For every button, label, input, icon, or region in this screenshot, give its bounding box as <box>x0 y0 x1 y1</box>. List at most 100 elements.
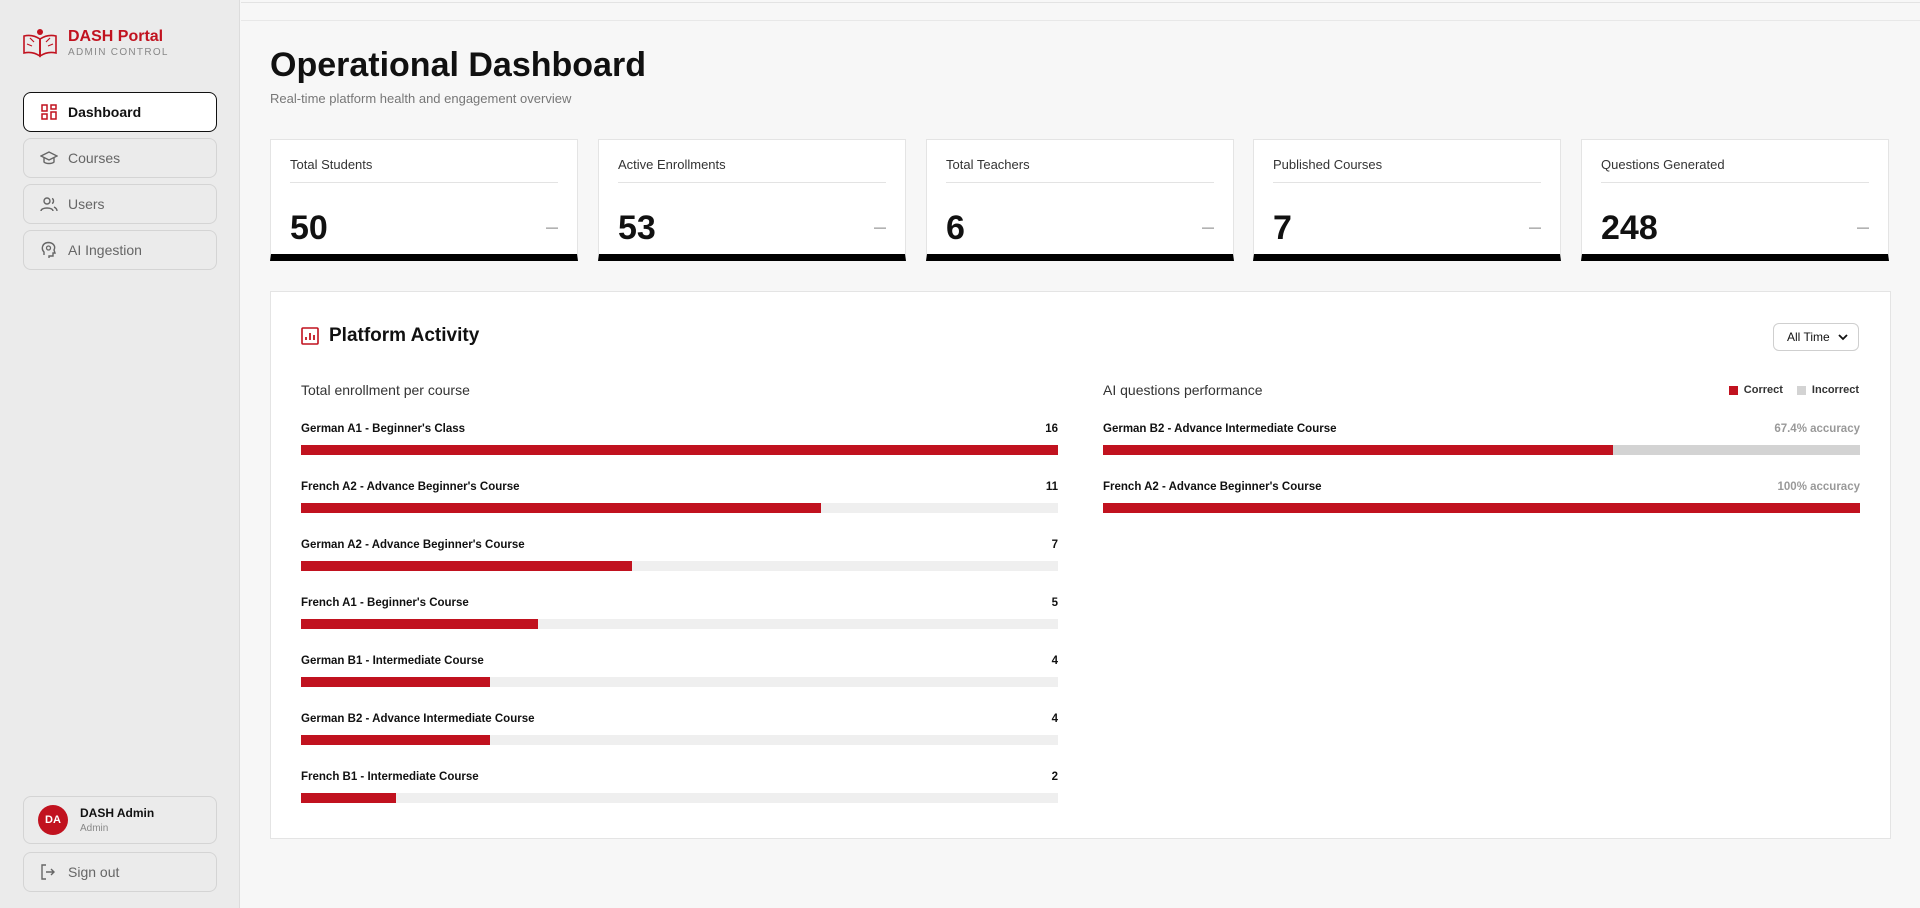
header-border <box>241 20 1920 21</box>
brand-subtitle: ADMIN CONTROL <box>68 47 169 58</box>
dashboard-grid-icon <box>40 103 58 121</box>
bar-label: German B1 - Intermediate Course <box>301 655 484 667</box>
book-logo-icon <box>23 29 57 58</box>
stat-label: Total Students <box>290 157 373 172</box>
bar-label: German B2 - Advance Intermediate Course <box>1103 423 1337 435</box>
sidebar-item-ai-ingestion[interactable]: AI Ingestion <box>23 230 217 270</box>
bar-value: 5 <box>1051 597 1058 609</box>
bar-fill-correct <box>1103 503 1860 513</box>
bar-fill <box>301 619 538 629</box>
enrollment-bar-row: German B1 - Intermediate Course 4 <box>301 655 1058 689</box>
bar-value: 7 <box>1051 539 1058 551</box>
bar-track <box>301 619 1058 629</box>
stat-card-published-courses: Published Courses 7 — <box>1253 139 1561 261</box>
performance-bar-row: German B2 - Advance Intermediate Course 6… <box>1103 423 1860 457</box>
stat-divider <box>1601 182 1869 183</box>
legend-label-correct: Correct <box>1743 384 1783 396</box>
bar-track <box>301 561 1058 571</box>
sidebar: DASH Portal ADMIN CONTROL Dashboard Cour… <box>0 0 240 908</box>
sidebar-item-dashboard[interactable]: Dashboard <box>23 92 217 132</box>
sign-out-button[interactable]: Sign out <box>23 852 217 892</box>
performance-bar-row: French A2 - Advance Beginner's Course 100… <box>1103 481 1860 515</box>
stat-divider <box>618 182 886 183</box>
stat-divider <box>290 182 558 183</box>
stat-value: 53 <box>618 209 656 247</box>
stat-trend: — <box>1857 220 1869 234</box>
brand[interactable]: DASH Portal ADMIN CONTROL <box>22 26 169 60</box>
bar-fill <box>301 677 491 687</box>
graduation-cap-icon <box>40 149 58 167</box>
bar-label: German A2 - Advance Beginner's Course <box>301 539 525 551</box>
ai-brain-icon <box>40 241 58 259</box>
brand-title: DASH Portal <box>68 28 164 45</box>
enrollment-chart-heading: Total enrollment per course <box>301 382 470 398</box>
bar-label: German A1 - Beginner's Class <box>301 423 466 435</box>
bar-track <box>301 793 1058 803</box>
time-range-value: All Time <box>1787 330 1830 344</box>
bar-fill <box>301 793 396 803</box>
sidebar-item-courses[interactable]: Courses <box>23 138 217 178</box>
enrollment-bar-row: German A2 - Advance Beginner's Course 7 <box>301 539 1058 573</box>
stat-card-total-teachers: Total Teachers 6 — <box>926 139 1234 261</box>
avatar: DA <box>38 805 68 835</box>
performance-chart-heading: AI questions performance <box>1103 382 1263 398</box>
performance-legend: Correct Incorrect <box>1715 384 1859 396</box>
bar-fill <box>301 735 491 745</box>
bar-fill <box>301 561 633 571</box>
bar-track <box>1103 503 1860 513</box>
top-border <box>241 2 1920 3</box>
bar-label: German B2 - Advance Intermediate Course <box>301 713 535 725</box>
stat-card-questions-generated: Questions Generated 248 — <box>1581 139 1889 261</box>
stat-value: 248 <box>1601 209 1658 247</box>
user-card[interactable]: DA DASH Admin Admin <box>23 796 217 844</box>
enrollment-bar-row: French B1 - Intermediate Course 2 <box>301 771 1058 805</box>
bar-label: French A2 - Advance Beginner's Course <box>1103 481 1322 493</box>
bar-chart-icon <box>301 327 319 345</box>
legend-swatch-incorrect <box>1796 385 1806 395</box>
sidebar-item-label: Courses <box>68 150 121 166</box>
platform-activity-panel: Platform Activity All Time Total enrollm… <box>270 291 1891 839</box>
bar-track <box>301 735 1058 745</box>
chevron-down-icon <box>1838 334 1848 341</box>
sidebar-item-users[interactable]: Users <box>23 184 217 224</box>
enrollment-bar-row: French A2 - Advance Beginner's Course 11 <box>301 481 1058 515</box>
stat-label: Active Enrollments <box>618 157 726 172</box>
bar-value: 11 <box>1045 481 1058 493</box>
sidebar-item-label: Dashboard <box>68 104 142 120</box>
accuracy-label: 100% accuracy <box>1777 481 1860 493</box>
page-title: Operational Dashboard <box>270 46 646 84</box>
bar-track <box>301 677 1058 687</box>
accuracy-label: 67.4% accuracy <box>1774 423 1860 435</box>
stat-value: 7 <box>1273 209 1292 247</box>
stat-divider <box>946 182 1214 183</box>
legend-item-incorrect: Incorrect <box>1796 384 1859 396</box>
time-range-select[interactable]: All Time <box>1773 323 1859 351</box>
stat-value: 50 <box>290 209 328 247</box>
enrollment-bar-row: German B2 - Advance Intermediate Course 4 <box>301 713 1058 747</box>
bar-value: 4 <box>1051 713 1058 725</box>
stat-label: Questions Generated <box>1601 157 1725 172</box>
stat-divider <box>1273 182 1541 183</box>
sidebar-item-label: Users <box>68 196 105 212</box>
user-role: Admin <box>80 823 109 834</box>
panel-title: Platform Activity <box>329 325 480 346</box>
sidebar-item-label: AI Ingestion <box>68 242 142 258</box>
bar-value: 2 <box>1051 771 1058 783</box>
legend-item-correct: Correct <box>1728 384 1783 396</box>
bar-label: French A1 - Beginner's Course <box>301 597 469 609</box>
users-icon <box>40 195 58 213</box>
bar-value: 16 <box>1045 423 1058 435</box>
stat-value: 6 <box>946 209 965 247</box>
bar-track <box>1103 445 1860 455</box>
bar-fill-correct <box>1103 445 1614 455</box>
stat-label: Total Teachers <box>946 157 1030 172</box>
bar-track <box>301 503 1058 513</box>
stat-trend: — <box>1529 220 1541 234</box>
user-name: DASH Admin <box>80 806 155 820</box>
bar-label: French A2 - Advance Beginner's Course <box>301 481 520 493</box>
legend-swatch-correct <box>1728 385 1738 395</box>
stat-trend: — <box>546 220 558 234</box>
bar-label: French B1 - Intermediate Course <box>301 771 479 783</box>
enrollment-bar-row: German A1 - Beginner's Class 16 <box>301 423 1058 457</box>
bar-fill <box>301 503 822 513</box>
